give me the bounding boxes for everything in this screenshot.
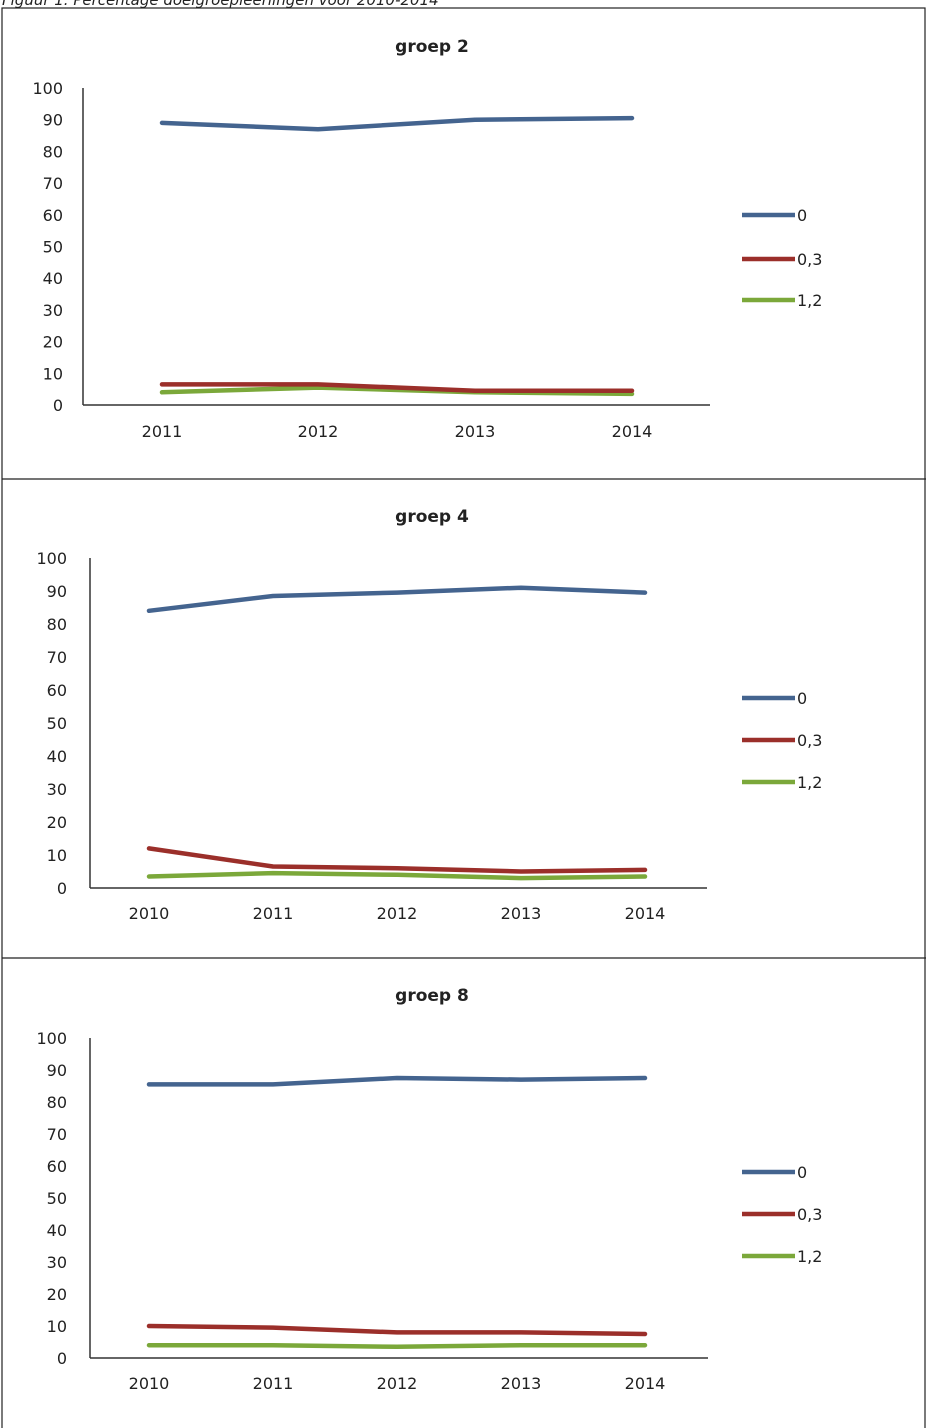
x-tick-label: 2012 [298,422,339,441]
y-tick-label: 60 [47,681,67,700]
y-tick-label: 100 [36,549,67,568]
y-tick-label: 10 [47,1317,67,1336]
series-line-0-3 [159,382,635,393]
x-tick-label: 2010 [129,904,170,923]
legend-label: 1,2 [797,291,822,310]
series-line-0-3 [146,1323,648,1337]
x-tick-label: 2014 [625,1374,666,1393]
series-line-0-3 [146,846,648,874]
series-line-0 [146,1075,648,1087]
chart-title: groep 8 [395,986,469,1006]
y-tick-label: 80 [47,1093,67,1112]
series-line-1-2 [159,385,635,397]
y-tick-label: 50 [43,238,63,257]
y-tick-label: 0 [57,879,67,898]
y-tick-label: 30 [47,780,67,799]
chart-title: groep 4 [395,507,469,527]
y-tick-label: 30 [43,301,63,320]
series-line-0 [159,115,635,132]
series-line-1-2 [146,870,648,881]
y-tick-label: 0 [57,1349,67,1368]
x-tick-label: 2014 [612,422,653,441]
y-tick-label: 70 [47,1125,67,1144]
y-tick-label: 60 [43,206,63,225]
x-tick-label: 2011 [253,1374,294,1393]
y-tick-label: 90 [47,582,67,601]
chart-title: groep 2 [395,37,469,57]
x-tick-label: 2013 [501,1374,542,1393]
legend-label: 0,3 [797,731,822,750]
y-tick-label: 40 [47,747,67,766]
x-tick-label: 2010 [129,1374,170,1393]
y-tick-label: 60 [47,1157,67,1176]
legend-label: 0,3 [797,250,822,269]
legend-label: 0 [797,206,807,225]
y-tick-label: 80 [43,142,63,161]
y-tick-label: 100 [32,79,63,98]
legend-label: 1,2 [797,1247,822,1266]
x-tick-label: 2012 [377,1374,418,1393]
y-tick-label: 20 [47,1285,67,1304]
x-tick-label: 2013 [455,422,496,441]
figure-frame [1,7,926,1428]
y-tick-label: 80 [47,615,67,634]
y-tick-label: 40 [43,269,63,288]
y-tick-label: 40 [47,1221,67,1240]
legend-label: 0 [797,689,807,708]
y-tick-label: 70 [47,648,67,667]
y-tick-label: 90 [47,1061,67,1080]
x-tick-label: 2014 [625,904,666,923]
legend-label: 0 [797,1163,807,1182]
y-tick-label: 50 [47,714,67,733]
y-tick-label: 30 [47,1253,67,1272]
figure-caption: Figuur 1. Percentage doelgroepleerlingen… [2,0,439,9]
y-tick-label: 100 [36,1029,67,1048]
series-line-1-2 [146,1342,648,1350]
x-tick-label: 2012 [377,904,418,923]
y-tick-label: 0 [53,396,63,415]
y-tick-label: 50 [47,1189,67,1208]
legend-label: 1,2 [797,773,822,792]
x-tick-label: 2011 [142,422,183,441]
legend-label: 0,3 [797,1205,822,1224]
y-tick-label: 70 [43,174,63,193]
y-tick-label: 10 [47,846,67,865]
y-tick-label: 20 [43,333,63,352]
x-tick-label: 2013 [501,904,542,923]
x-tick-label: 2011 [253,904,294,923]
y-tick-label: 90 [43,111,63,130]
y-tick-label: 20 [47,813,67,832]
y-tick-label: 10 [43,364,63,383]
series-line-0 [146,585,648,614]
